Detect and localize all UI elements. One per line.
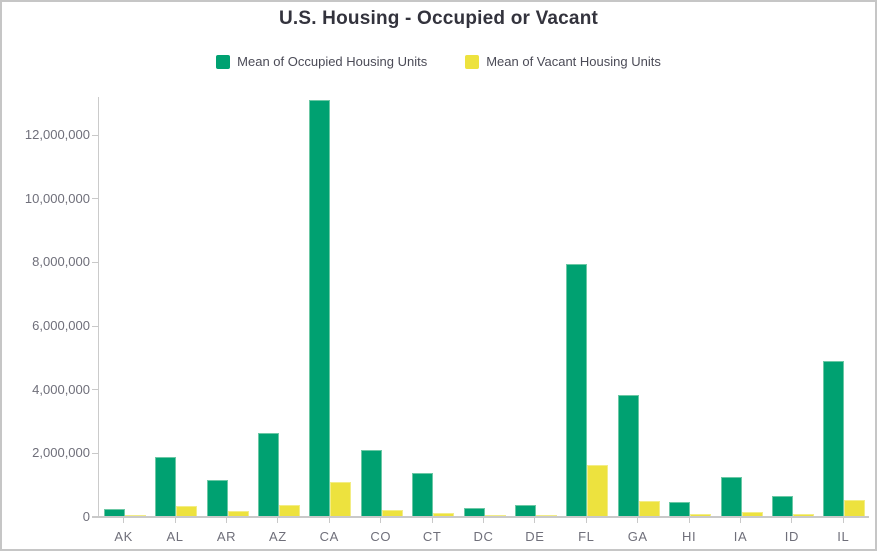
bar-occupied-co[interactable] — [361, 450, 382, 517]
x-axis-tick — [483, 518, 484, 523]
x-axis-label-dc: DC — [473, 529, 494, 544]
y-axis-label: 0 — [82, 509, 90, 524]
y-axis-tick — [92, 198, 98, 200]
legend-swatch-icon — [465, 54, 480, 69]
y-axis-tick — [92, 389, 98, 391]
y-axis-label: 4,000,000 — [32, 381, 90, 397]
x-axis-tick — [534, 518, 536, 523]
legend-swatch-icon — [216, 54, 231, 69]
x-axis-tick — [740, 518, 741, 523]
bar-vacant-il[interactable] — [844, 500, 865, 517]
y-axis-label: 10,000,000 — [24, 190, 90, 206]
legend: Mean of Occupied Housing Units Mean of Va… — [2, 54, 875, 69]
y-axis-label: 8,000,000 — [32, 254, 90, 270]
bar-occupied-al[interactable] — [155, 457, 176, 517]
x-axis-label-ak: AK — [114, 529, 133, 544]
bar-occupied-ga[interactable] — [618, 395, 639, 517]
x-axis-line — [92, 516, 869, 518]
plot-area — [98, 97, 869, 517]
bar-occupied-ca[interactable] — [309, 100, 330, 517]
legend-item-occupied[interactable]: Mean of Occupied Housing Units — [216, 54, 427, 69]
y-axis-label: 12,000,000 — [24, 127, 90, 143]
x-axis-tick — [842, 518, 844, 523]
bar-occupied-hi[interactable] — [669, 502, 690, 517]
bar-vacant-ca[interactable] — [330, 482, 351, 517]
y-axis-tick — [92, 325, 98, 327]
y-axis-label: 6,000,000 — [32, 318, 90, 334]
bar-vacant-ga[interactable] — [639, 501, 660, 517]
x-axis-tick — [637, 518, 639, 523]
legend-label: Mean of Vacant Housing Units — [486, 54, 661, 69]
bar-occupied-az[interactable] — [258, 433, 279, 517]
x-axis-label-ia: IA — [733, 529, 748, 544]
x-axis-label-ca: CA — [319, 529, 339, 544]
x-axis-tick — [585, 518, 587, 523]
x-axis-label-fl: FL — [578, 529, 595, 544]
x-axis-label-ga: GA — [627, 529, 648, 544]
bar-vacant-fl[interactable] — [587, 465, 608, 517]
x-axis-label-al: AL — [166, 529, 184, 544]
y-axis-label: 2,000,000 — [32, 445, 90, 461]
x-axis-label-az: AZ — [268, 529, 287, 544]
y-axis-tick — [92, 261, 98, 263]
x-axis-tick — [328, 518, 330, 523]
x-axis-tick — [226, 518, 227, 523]
x-axis-tick — [688, 518, 690, 523]
bar-occupied-ar[interactable] — [207, 480, 228, 517]
x-axis-label-ct: CT — [422, 529, 442, 544]
x-axis-tick — [174, 518, 176, 523]
x-axis-label-ar: AR — [216, 529, 237, 544]
x-axis-tick — [123, 518, 125, 523]
x-axis-tick — [277, 518, 279, 523]
y-axis-tick — [92, 452, 98, 454]
x-axis-label-de: DE — [525, 529, 545, 544]
legend-item-vacant[interactable]: Mean of Vacant Housing Units — [465, 54, 661, 69]
x-axis-label-hi: HI — [681, 529, 697, 544]
x-axis-label-co: CO — [370, 529, 392, 544]
legend-label: Mean of Occupied Housing Units — [237, 54, 428, 69]
x-axis-tick — [431, 518, 433, 523]
x-axis-label-il: IL — [837, 529, 850, 544]
x-axis-tick — [791, 518, 793, 523]
bar-occupied-id[interactable] — [772, 496, 793, 517]
bar-occupied-fl[interactable] — [566, 264, 587, 517]
bar-occupied-ct[interactable] — [412, 473, 433, 517]
bar-occupied-il[interactable] — [823, 361, 844, 517]
bar-occupied-ia[interactable] — [721, 477, 742, 517]
x-axis-tick — [380, 518, 382, 523]
x-axis-label-id: ID — [784, 529, 799, 544]
y-axis-tick — [92, 134, 98, 136]
chart-title: U.S. Housing - Occupied or Vacant — [278, 8, 599, 29]
